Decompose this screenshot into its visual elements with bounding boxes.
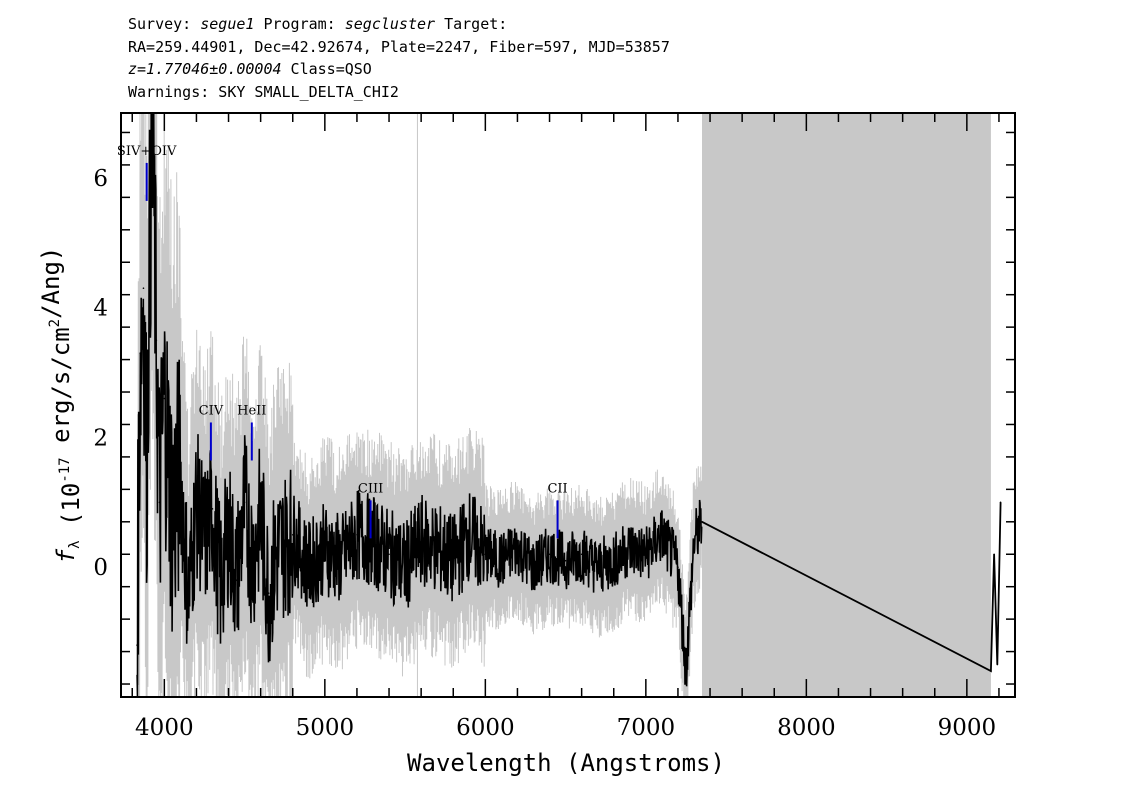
flux-point bbox=[195, 501, 198, 504]
flux-point bbox=[139, 352, 142, 354]
flux-point bbox=[307, 566, 310, 569]
flux-point bbox=[548, 553, 551, 556]
emission-line-label: CIV bbox=[199, 403, 224, 418]
flux-point bbox=[324, 546, 326, 549]
flux-point bbox=[580, 553, 583, 556]
flux-point bbox=[404, 566, 406, 569]
y-axis-title-part: (10 bbox=[57, 483, 85, 541]
flux-point bbox=[645, 553, 647, 556]
header-line-warnings: Warnings: SKY SMALL_DELTA_CHI2 bbox=[128, 82, 399, 101]
flux-point bbox=[227, 527, 230, 530]
program-prefix: Program: bbox=[254, 15, 345, 33]
flux-point bbox=[179, 469, 182, 471]
flux-point bbox=[203, 540, 206, 543]
redshift-value: z=1.77046±0.00004 bbox=[128, 60, 282, 78]
y-axis-title-part: f bbox=[52, 548, 80, 563]
flux-point bbox=[187, 598, 190, 601]
x-tick-label: 9000 bbox=[938, 715, 997, 741]
x-tick-label: 8000 bbox=[777, 715, 836, 741]
flux-point bbox=[677, 566, 679, 569]
plot-frame bbox=[120, 112, 1016, 698]
x-tick-label: 4000 bbox=[135, 715, 194, 741]
survey-prefix: Survey: bbox=[128, 15, 201, 33]
flux-point bbox=[243, 501, 246, 504]
flux-point bbox=[452, 559, 455, 562]
flux-point bbox=[693, 540, 695, 543]
flux-point bbox=[436, 546, 438, 549]
flux-point bbox=[372, 540, 374, 543]
flux-point bbox=[628, 546, 631, 549]
flux-point bbox=[420, 540, 422, 543]
flux-point bbox=[996, 663, 999, 666]
header-line-survey: Survey: segue1 Program: segcluster Targe… bbox=[128, 13, 670, 36]
flux-point bbox=[340, 559, 342, 562]
flux-point bbox=[149, 229, 151, 231]
flux-point bbox=[484, 553, 487, 556]
flux-point bbox=[612, 559, 615, 562]
target-label: Target: bbox=[435, 15, 508, 33]
flux-point bbox=[291, 533, 294, 536]
flux-point bbox=[661, 533, 663, 536]
flux-point bbox=[468, 533, 471, 536]
emission-line-label: SIV+OIV bbox=[117, 144, 177, 159]
flux-point bbox=[356, 533, 358, 536]
y-tick-label: 4 bbox=[93, 296, 108, 322]
flux-point bbox=[158, 501, 161, 504]
spectrum-header: Survey: segue1 Program: segcluster Targe… bbox=[128, 13, 670, 103]
flux-point bbox=[388, 553, 390, 556]
flux-point bbox=[990, 670, 992, 672]
y-tick-label: 0 bbox=[93, 555, 108, 581]
axes-layer: 4000 5000 6000 7000 8000 9000 0 2 4 6 bbox=[93, 112, 1016, 741]
flux-layer bbox=[136, 112, 1002, 698]
flux-point bbox=[685, 670, 687, 672]
emission-lines-layer: SIV+OIV CIV HeII CIII CII bbox=[117, 144, 568, 539]
masked-region bbox=[702, 113, 991, 697]
x-tick-label: 7000 bbox=[617, 715, 676, 741]
flux-point bbox=[564, 559, 567, 562]
flux-line bbox=[136, 112, 703, 698]
flux-point bbox=[701, 521, 703, 523]
emission-line-label: HeII bbox=[237, 403, 266, 418]
flux-point bbox=[171, 514, 174, 517]
y-axis-title-part: erg/s/cm bbox=[47, 327, 75, 457]
survey-name: segue1 bbox=[200, 15, 255, 33]
flux-point bbox=[163, 397, 166, 400]
flux-point bbox=[145, 469, 148, 471]
flux-point bbox=[500, 559, 503, 562]
flux-point bbox=[259, 514, 262, 517]
y-tick-label: 6 bbox=[93, 166, 108, 192]
flux-point bbox=[251, 559, 254, 562]
flux-point bbox=[142, 287, 145, 290]
x-axis-title: Wavelength (Angstroms) bbox=[407, 749, 725, 777]
flux-point bbox=[235, 579, 238, 581]
y-axis-title-part: 2 bbox=[47, 319, 63, 327]
flux-point bbox=[267, 592, 270, 594]
flux-point bbox=[275, 553, 278, 556]
flux-point bbox=[999, 501, 1002, 504]
flux-point bbox=[211, 508, 214, 510]
header-line-coords: RA=259.44901, Dec=42.92674, Plate=2247, … bbox=[128, 37, 670, 56]
flux-point bbox=[155, 339, 158, 341]
flux-point bbox=[532, 566, 535, 569]
flux-point bbox=[136, 644, 138, 646]
flux-point bbox=[219, 585, 222, 588]
flux-point bbox=[516, 546, 519, 549]
x-tick-label: 5000 bbox=[296, 715, 355, 741]
y-tick-label: 2 bbox=[93, 425, 108, 451]
program-name: segcluster bbox=[344, 15, 436, 33]
header-line-redshift: z=1.77046±0.00004 Class=QSO bbox=[128, 58, 670, 81]
y-axis-title-part: λ bbox=[67, 540, 83, 548]
masked-region-layer bbox=[702, 113, 991, 697]
y-axis-title-part: /Ang) bbox=[37, 247, 65, 319]
emission-line-label: CIII bbox=[358, 481, 383, 496]
class-value: Class=QSO bbox=[281, 60, 372, 78]
emission-line-label: CII bbox=[547, 481, 567, 496]
flux-point bbox=[596, 566, 599, 569]
y-axis-title: fλ (10-17 erg/s/cm2/Ang) bbox=[37, 247, 85, 564]
flux-point bbox=[152, 157, 154, 160]
x-tick-label: 6000 bbox=[456, 715, 515, 741]
flux-point bbox=[993, 553, 995, 556]
y-axis-title-part: -17 bbox=[57, 457, 73, 482]
